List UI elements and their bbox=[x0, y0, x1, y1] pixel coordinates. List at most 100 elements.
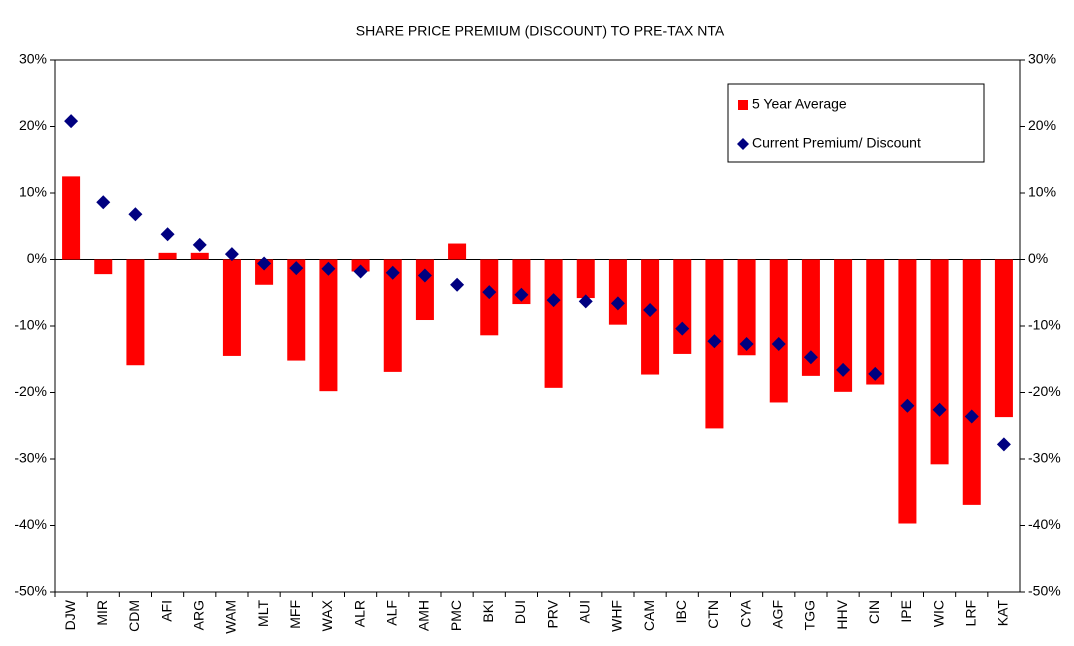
y-tick-label: 30% bbox=[19, 51, 47, 67]
x-tick-label: AMH bbox=[416, 600, 432, 631]
marker bbox=[96, 195, 111, 210]
x-tick-label: CDM bbox=[126, 600, 142, 632]
x-tick-label: WAM bbox=[223, 600, 239, 634]
marker bbox=[900, 398, 915, 413]
y2-tick-label: 10% bbox=[1028, 184, 1056, 200]
y-tick-label: 20% bbox=[19, 117, 47, 133]
x-tick-label: DUI bbox=[512, 600, 528, 624]
y-tick-label: -10% bbox=[14, 317, 47, 333]
bar bbox=[448, 243, 467, 260]
bar bbox=[222, 259, 241, 356]
marker bbox=[514, 287, 529, 302]
marker bbox=[707, 334, 722, 349]
y-tick-label: 0% bbox=[27, 250, 47, 266]
marker bbox=[675, 321, 690, 336]
bar bbox=[544, 259, 563, 388]
y-tick-label: -40% bbox=[14, 516, 47, 532]
marker bbox=[64, 114, 79, 129]
bar bbox=[126, 259, 145, 366]
marker bbox=[836, 362, 851, 377]
marker bbox=[610, 296, 625, 311]
chart-title: SHARE PRICE PREMIUM (DISCOUNT) TO PRE-TA… bbox=[356, 23, 725, 39]
x-tick-label: IPE bbox=[898, 600, 914, 623]
x-tick-label: MLT bbox=[255, 600, 271, 627]
x-tick-label: ALR bbox=[351, 600, 367, 627]
bar bbox=[383, 259, 402, 372]
bar bbox=[769, 259, 788, 403]
legend-swatch bbox=[737, 138, 749, 150]
marker bbox=[964, 409, 979, 424]
legend-label: Current Premium/ Discount bbox=[752, 135, 921, 151]
bar bbox=[62, 176, 81, 260]
y2-tick-label: -50% bbox=[1028, 583, 1061, 599]
y2-tick-label: -30% bbox=[1028, 450, 1061, 466]
marker bbox=[224, 247, 239, 262]
y2-tick-label: -10% bbox=[1028, 317, 1061, 333]
bar bbox=[801, 259, 820, 376]
marker bbox=[257, 256, 272, 271]
marker bbox=[546, 293, 561, 308]
x-tick-label: LRF bbox=[962, 600, 978, 626]
y-tick-label: -50% bbox=[14, 583, 47, 599]
bar bbox=[834, 259, 853, 392]
marker bbox=[932, 402, 947, 417]
marker bbox=[771, 336, 786, 351]
x-tick-label: KAT bbox=[995, 600, 1011, 627]
x-tick-label: AUI bbox=[576, 600, 592, 623]
x-tick-label: CAM bbox=[641, 600, 657, 631]
bar bbox=[319, 259, 338, 392]
x-tick-label: MFF bbox=[287, 600, 303, 629]
legend-box bbox=[727, 83, 985, 163]
y-tick-label: -20% bbox=[14, 383, 47, 399]
marker bbox=[996, 437, 1011, 452]
bar bbox=[737, 259, 756, 356]
x-tick-label: CIN bbox=[866, 600, 882, 624]
marker bbox=[482, 285, 497, 300]
bar bbox=[930, 259, 949, 465]
x-tick-label: IBC bbox=[673, 600, 689, 623]
marker bbox=[192, 237, 207, 252]
marker bbox=[578, 294, 593, 309]
marker bbox=[128, 207, 143, 222]
marker bbox=[289, 261, 304, 276]
bar bbox=[866, 259, 885, 385]
bar bbox=[673, 259, 692, 354]
bar bbox=[190, 252, 209, 260]
bar bbox=[608, 259, 627, 325]
marker bbox=[160, 227, 175, 242]
bar bbox=[962, 259, 981, 505]
y2-tick-label: 20% bbox=[1028, 117, 1056, 133]
y-tick-label: 10% bbox=[19, 184, 47, 200]
x-tick-label: TGG bbox=[802, 600, 818, 630]
bar bbox=[994, 259, 1013, 418]
bar bbox=[898, 259, 917, 524]
y2-tick-label: 0% bbox=[1028, 250, 1048, 266]
marker bbox=[417, 268, 432, 283]
marker bbox=[385, 265, 400, 280]
bar bbox=[158, 252, 177, 260]
x-tick-label: ARG bbox=[190, 600, 206, 630]
marker bbox=[353, 264, 368, 279]
x-tick-label: WIC bbox=[930, 600, 946, 627]
legend-swatch bbox=[738, 100, 748, 110]
x-tick-label: DJW bbox=[62, 599, 78, 630]
y2-tick-label: -40% bbox=[1028, 516, 1061, 532]
x-tick-label: PMC bbox=[448, 600, 464, 631]
bar bbox=[576, 259, 595, 299]
x-tick-label: MIR bbox=[94, 600, 110, 626]
x-tick-label: PRV bbox=[544, 599, 560, 628]
x-tick-label: AFI bbox=[158, 600, 174, 622]
x-tick-label: ALF bbox=[383, 600, 399, 626]
legend-label: 5 Year Average bbox=[752, 96, 847, 112]
bar bbox=[94, 259, 113, 275]
x-tick-label: WAX bbox=[319, 599, 335, 631]
x-tick-label: CTN bbox=[705, 600, 721, 629]
marker bbox=[803, 350, 818, 365]
bar bbox=[287, 259, 306, 361]
y-tick-label: -30% bbox=[14, 450, 47, 466]
y2-tick-label: -20% bbox=[1028, 383, 1061, 399]
x-tick-label: CYA bbox=[737, 599, 753, 627]
y2-tick-label: 30% bbox=[1028, 51, 1056, 67]
x-tick-label: BKI bbox=[480, 600, 496, 623]
